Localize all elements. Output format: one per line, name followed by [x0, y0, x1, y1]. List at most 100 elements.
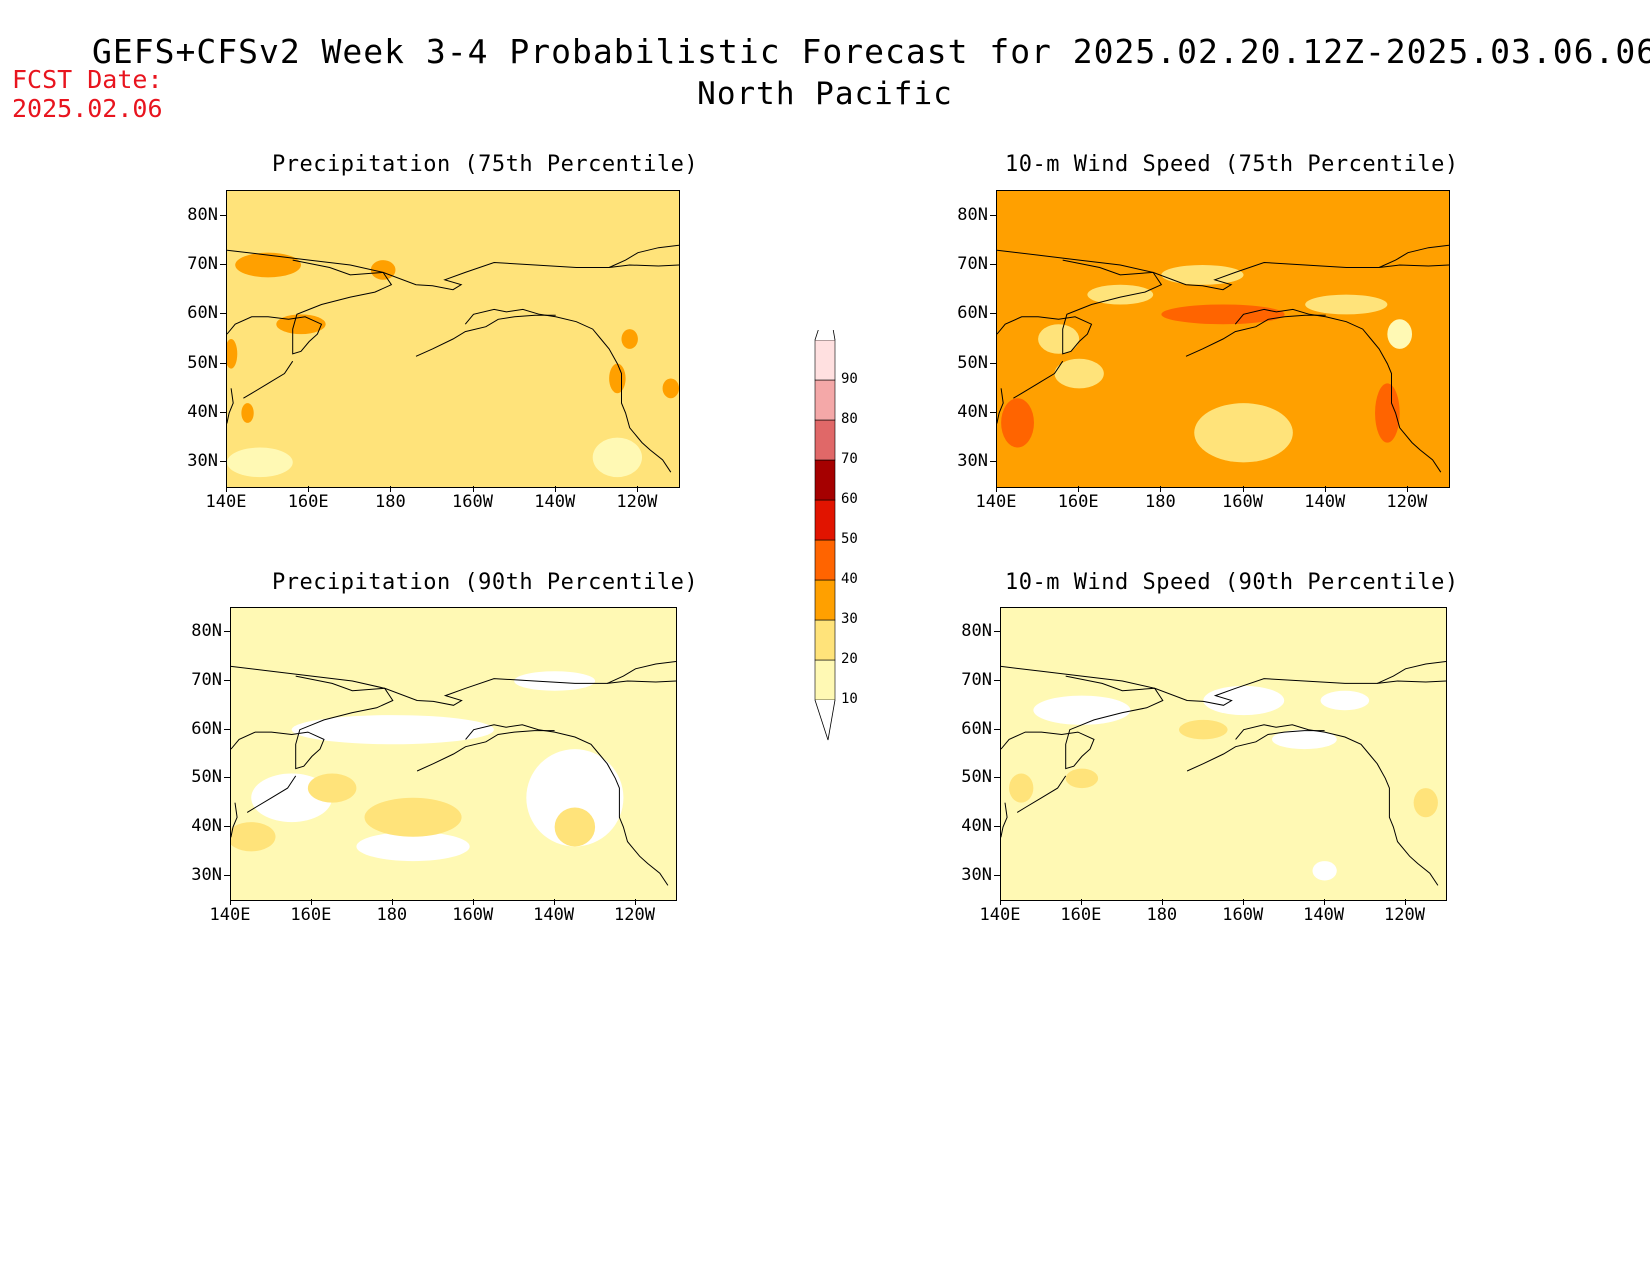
contour-region — [662, 378, 679, 399]
contour-region — [291, 715, 494, 745]
lon-tick-label: 140E — [979, 905, 1021, 925]
contour-region — [1375, 383, 1400, 443]
coastline — [415, 314, 556, 357]
coastline — [465, 724, 669, 886]
lat-tick-mark — [990, 313, 996, 315]
map-canvas — [231, 608, 676, 900]
lon-tick-mark — [634, 899, 636, 905]
coastline — [246, 775, 297, 813]
lon-tick-mark — [996, 486, 997, 492]
lat-tick-label: 80N — [957, 204, 988, 225]
colorbar-segment — [814, 459, 836, 501]
lat-tick-mark — [224, 777, 230, 779]
contour-region — [356, 831, 470, 862]
contour-region — [1038, 324, 1080, 354]
map-wind-90 — [1000, 607, 1447, 901]
coastline — [1001, 802, 1008, 838]
figure-subtitle: North Pacific — [697, 76, 953, 112]
coastline — [243, 360, 294, 399]
map-precip-75 — [226, 190, 680, 488]
lon-tick-label: 160W — [1222, 905, 1264, 925]
lon-tick-mark — [1000, 899, 1001, 905]
coastline — [416, 730, 555, 772]
lat-tick-label: 60N — [187, 303, 218, 324]
lat-tick-mark — [220, 362, 226, 364]
lon-tick-mark — [1324, 486, 1326, 492]
lon-tick-mark — [1160, 486, 1162, 492]
contour-region — [235, 252, 301, 278]
coastline — [1235, 724, 1439, 886]
lon-tick-mark — [472, 486, 474, 492]
colorbar-level-label: 20 — [841, 651, 858, 667]
lon-tick-label: 160E — [1060, 905, 1102, 925]
colorbar-bottom-extension — [814, 699, 836, 741]
colorbar-segment — [814, 659, 836, 701]
lat-tick-mark — [224, 680, 230, 681]
lon-tick-label: 140E — [209, 905, 251, 925]
contour-region — [1305, 294, 1388, 315]
coastline — [1013, 360, 1064, 399]
lat-tick-label: 40N — [191, 816, 222, 836]
lon-tick-label: 140E — [205, 492, 247, 512]
lat-tick-label: 60N — [961, 718, 992, 739]
lon-tick-label: 140W — [533, 905, 575, 925]
lat-tick-label: 50N — [191, 767, 222, 788]
lat-tick-label: 40N — [961, 816, 992, 836]
contour-region — [1065, 768, 1099, 789]
contour-region — [1413, 788, 1438, 818]
contour-region — [1009, 773, 1034, 803]
lat-tick-label: 30N — [961, 864, 992, 885]
lon-tick-mark — [1404, 899, 1406, 905]
lon-tick-mark — [1406, 486, 1408, 492]
panel-title-precip-90: Precipitation (90th Percentile) — [272, 570, 699, 595]
coastline — [1065, 675, 1446, 706]
map-canvas — [1001, 608, 1446, 900]
colorbar-segment — [814, 379, 836, 421]
colorbar-segment — [814, 419, 836, 461]
contour-region — [241, 403, 254, 423]
figure-title: GEFS+CFSv2 Week 3-4 Probabilistic Foreca… — [92, 32, 1650, 71]
lon-tick-label: 120W — [1386, 492, 1428, 512]
map-wind-75 — [996, 190, 1450, 488]
contour-region — [1054, 358, 1104, 389]
lat-tick-mark — [224, 826, 230, 827]
colorbar-segment — [814, 619, 836, 661]
lon-tick-label: 160W — [1222, 492, 1263, 512]
panel-title-precip-75: Precipitation (75th Percentile) — [272, 152, 699, 177]
coastline — [1001, 665, 1164, 770]
colorbar-top-extension — [814, 330, 836, 341]
coastline — [295, 675, 676, 706]
colorbar-segment — [814, 539, 836, 581]
lon-tick-mark — [554, 486, 556, 492]
lat-tick-label: 60N — [957, 303, 988, 324]
lon-tick-label: 140W — [534, 492, 576, 512]
contour-region — [1001, 398, 1034, 448]
lon-tick-mark — [553, 899, 555, 905]
lon-tick-label: 160E — [290, 905, 332, 925]
colorbar-level-label: 90 — [841, 371, 858, 387]
lat-tick-label: 30N — [187, 451, 218, 472]
lon-tick-mark — [226, 486, 227, 492]
coastline — [1062, 259, 1449, 291]
lon-tick-mark — [636, 486, 638, 492]
contour-region — [1387, 319, 1413, 349]
colorbar-segment — [814, 339, 836, 381]
lon-tick-mark — [1323, 899, 1325, 905]
lon-tick-label: 140W — [1304, 492, 1346, 512]
lon-tick-label: 120W — [614, 905, 655, 925]
coastline — [997, 249, 1163, 355]
colorbar-level-label: 70 — [841, 451, 858, 467]
map-canvas — [997, 191, 1449, 487]
lat-tick-mark — [220, 313, 226, 315]
lat-tick-label: 80N — [191, 621, 222, 642]
lat-tick-mark — [990, 461, 996, 463]
contour-region — [1033, 695, 1131, 725]
coastline — [292, 259, 679, 291]
colorbar-segment — [814, 579, 836, 621]
lon-tick-label: 140W — [1303, 905, 1345, 925]
lon-tick-label: 160W — [452, 905, 494, 925]
contour-region — [554, 807, 596, 847]
lon-tick-mark — [390, 486, 392, 492]
lon-tick-label: 180 — [376, 905, 408, 925]
lat-tick-mark — [990, 362, 996, 364]
